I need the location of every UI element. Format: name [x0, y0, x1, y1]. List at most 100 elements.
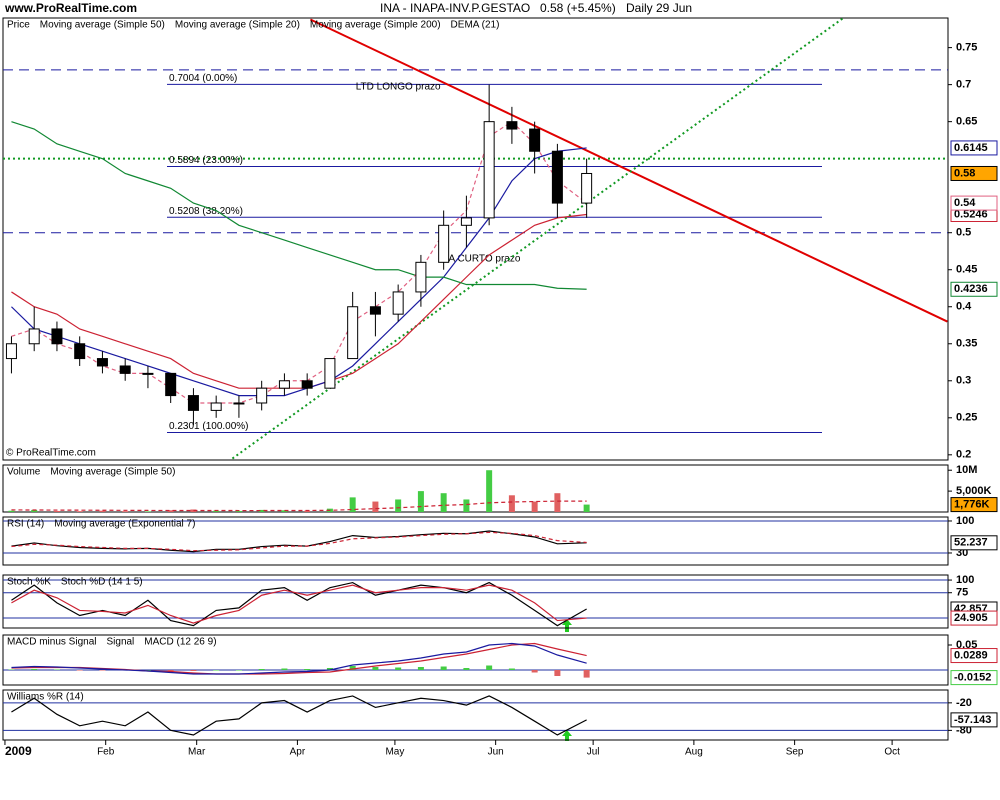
- bar: [190, 670, 197, 671]
- panel: [2, 516, 949, 566]
- candle-body: [142, 372, 154, 375]
- bar: [281, 510, 288, 512]
- annotation: LTD LONGO prazo: [356, 81, 441, 92]
- panel: [2, 574, 949, 629]
- y-tick-label: 0.2: [956, 449, 971, 461]
- plot-area: 0.7004 (0.00%) 0.5894 (23.00%) 0.5208 (38.…: [3, 18, 948, 460]
- panel: [2, 634, 949, 686]
- legend-entry: Stoch %K: [7, 577, 51, 588]
- y-tick-label: -20: [956, 697, 972, 709]
- bar: [53, 669, 60, 670]
- quote: 0.58 (+5.45%): [540, 1, 616, 15]
- bar: [235, 510, 242, 512]
- bar: [508, 668, 515, 670]
- y-tick-label: 0.45: [956, 264, 977, 276]
- y-tick-label: 0.65: [956, 116, 977, 128]
- signal-arrow: [562, 730, 572, 736]
- value-box-label: 52.237: [954, 537, 988, 549]
- value-box: [950, 165, 998, 181]
- bar: [213, 510, 220, 512]
- value-box: [950, 712, 998, 728]
- value-box: [950, 195, 998, 211]
- bar: [440, 666, 447, 670]
- bar: [463, 668, 470, 670]
- series-line: [11, 695, 587, 736]
- y-tick-label: 5,000K: [956, 485, 992, 497]
- legend-entry: Stoch %D (14 1 5): [61, 577, 143, 588]
- legend-entry: RSI (14): [7, 519, 44, 530]
- bar: [583, 670, 590, 678]
- value-box-label: 0.54: [954, 197, 976, 209]
- bar: [258, 669, 265, 670]
- fib-label: 0.7004 (0.00%): [169, 73, 237, 84]
- x-tick-label: Jun: [488, 747, 504, 758]
- bar: [395, 667, 402, 670]
- y-tick-label: 0.3: [956, 375, 971, 387]
- bar: [417, 667, 424, 670]
- bar: [76, 670, 83, 671]
- candle-body: [438, 224, 450, 263]
- value-box: [950, 497, 998, 513]
- candle-body: [233, 402, 245, 405]
- x-tick-label: 2009: [5, 744, 32, 758]
- candle-body: [369, 306, 381, 315]
- candle-body: [324, 358, 336, 389]
- y-tick-label: 10M: [956, 464, 977, 476]
- candle-body: [347, 306, 359, 360]
- bar: [372, 501, 379, 512]
- y-tick-label: 100: [956, 515, 974, 527]
- trendline: [309, 18, 948, 323]
- annotation: LTA CURTO prazo: [438, 253, 521, 264]
- bar: [508, 495, 515, 512]
- legend-entry: Williams %R (14): [7, 692, 84, 703]
- value-box: [950, 281, 998, 297]
- bar: [235, 670, 242, 671]
- bar: [583, 504, 590, 512]
- value-box-label: 0.0289: [954, 649, 988, 661]
- x-tick-label: Jul: [587, 747, 600, 758]
- legend-entry: MACD (12 26 9): [144, 637, 216, 648]
- legend-entry: Volume: [7, 467, 41, 478]
- value-box-label: 24.905: [954, 612, 988, 624]
- bar: [99, 670, 106, 671]
- bar: [349, 666, 356, 670]
- bar: [304, 510, 311, 512]
- series-line: [11, 500, 587, 512]
- candle-body: [5, 343, 17, 360]
- candle-body: [529, 128, 541, 152]
- chart-title: INA - INAPA-INV.P.GESTAO: [380, 1, 530, 15]
- bar: [53, 510, 60, 512]
- bar: [8, 510, 15, 512]
- candle-body: [96, 358, 108, 367]
- plot-area: [8, 470, 590, 512]
- candle-body: [187, 395, 199, 411]
- bar: [486, 470, 493, 512]
- legend-entry: MACD minus Signal: [7, 637, 96, 648]
- candle-body: [256, 387, 268, 404]
- bar: [99, 510, 106, 512]
- bar: [281, 668, 288, 670]
- x-tick-label: Oct: [884, 747, 900, 758]
- candle-body: [460, 217, 472, 226]
- bar: [531, 670, 538, 673]
- value-box: [950, 648, 998, 664]
- candle-body: [28, 328, 40, 345]
- series-line: [11, 530, 587, 553]
- series-line: [11, 584, 587, 624]
- value-box-label: 0.4236: [954, 283, 988, 295]
- fib-label: 0.5894 (23.00%): [169, 155, 243, 166]
- x-tick-label: Aug: [685, 747, 703, 758]
- series-line: [11, 121, 587, 290]
- bar: [167, 670, 174, 671]
- candle-body: [278, 380, 290, 389]
- bar: [372, 667, 379, 670]
- source: www.ProRealTime.com: [4, 1, 137, 15]
- signal-arrow: [565, 736, 569, 741]
- bar: [31, 669, 38, 670]
- bar: [144, 511, 151, 512]
- plot-area: [3, 579, 948, 627]
- value-box-label: 0.58: [954, 167, 975, 179]
- value-box-label: 0.5246: [954, 208, 988, 220]
- value-box-label: -57.143: [954, 714, 991, 726]
